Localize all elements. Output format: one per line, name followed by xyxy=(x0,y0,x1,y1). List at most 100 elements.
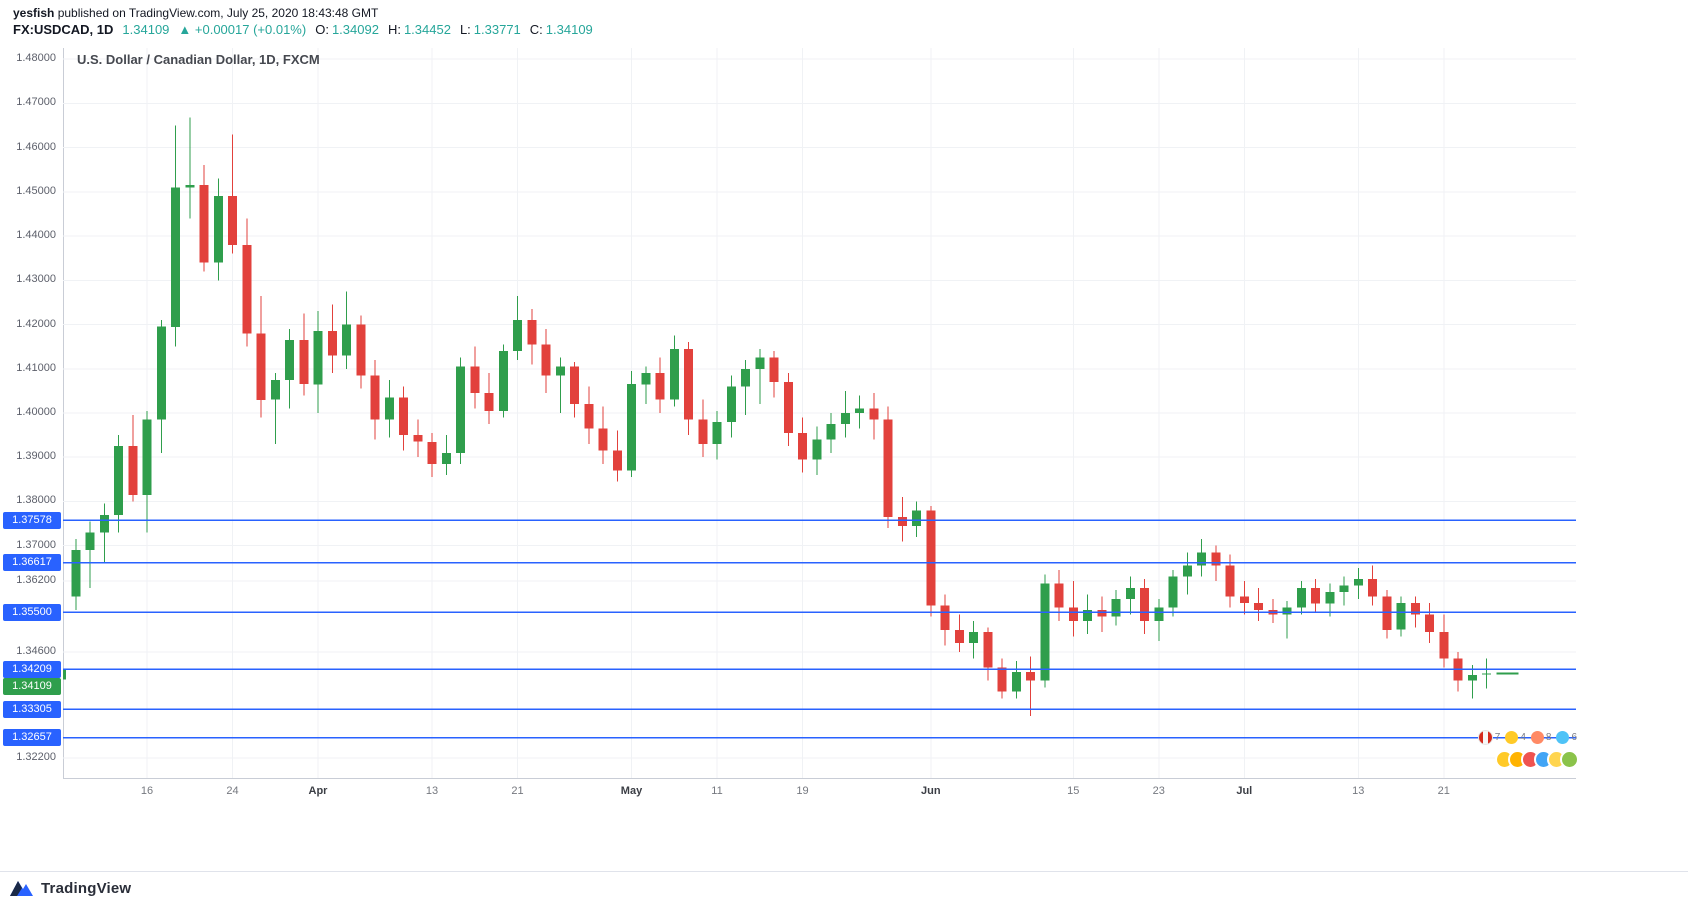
candle-body xyxy=(627,384,636,471)
y-axis-label: 1.37000 xyxy=(16,538,56,551)
reaction-flag-icon[interactable] xyxy=(1477,729,1493,745)
low-label: L: xyxy=(459,22,471,37)
x-axis-label: 13 xyxy=(1352,785,1365,797)
candle-body xyxy=(456,366,465,453)
candle-body xyxy=(783,382,793,433)
candle-body xyxy=(142,419,152,495)
candle-body xyxy=(1325,592,1335,604)
tradingview-logo-icon[interactable] xyxy=(10,876,34,901)
candle-body xyxy=(612,450,622,471)
candle-body xyxy=(1482,673,1491,675)
symbol-name: FX:USDCAD, 1D xyxy=(13,22,114,37)
candle-body xyxy=(969,632,978,644)
last-price-label: 1.34109 xyxy=(3,678,61,696)
level-price-label: 1.35500 xyxy=(3,603,61,621)
candle-body xyxy=(256,333,266,400)
footer: TradingView xyxy=(0,871,1688,904)
x-axis-label: 15 xyxy=(1067,785,1080,797)
reaction-emoji-icon[interactable] xyxy=(1556,730,1570,744)
candle-body xyxy=(1439,632,1449,659)
reaction-count: 7 xyxy=(1494,731,1501,743)
reaction-emoji-icon[interactable] xyxy=(1530,730,1544,744)
candle-body xyxy=(1410,603,1420,615)
x-axis-label: 16 xyxy=(140,785,154,797)
y-axis-label: 1.48000 xyxy=(16,52,56,65)
candle-body xyxy=(1225,565,1235,597)
candle-body xyxy=(1140,587,1149,621)
candle-body xyxy=(156,326,166,420)
candle-body xyxy=(726,386,736,422)
candle-body xyxy=(869,408,879,420)
candle-body xyxy=(1026,671,1035,681)
x-axis-label: 13 xyxy=(425,785,439,797)
candle-body xyxy=(1068,607,1078,621)
publish-text: published on TradingView.com, July 25, 2… xyxy=(54,6,379,20)
low-value: 1.33771 xyxy=(473,22,521,37)
candle-body xyxy=(242,244,252,334)
candle-body xyxy=(498,351,508,411)
x-axis-label: Jul xyxy=(1236,785,1253,797)
price-change: ▲ +0.00017 (+0.01%) xyxy=(178,22,307,37)
level-price-label: 1.32657 xyxy=(3,729,61,747)
close-value: 1.34109 xyxy=(545,22,593,37)
level-price-label: 1.33305 xyxy=(3,700,61,718)
candle-body xyxy=(1467,674,1477,681)
level-price-label: 1.36617 xyxy=(3,554,61,572)
candle-body xyxy=(669,348,679,400)
x-axis-label: May xyxy=(620,785,643,797)
candle-body xyxy=(285,340,294,380)
candle-body xyxy=(698,419,708,444)
candle-body xyxy=(1097,609,1107,617)
chart-title: U.S. Dollar / Canadian Dollar, 1D, FXCM xyxy=(77,52,320,67)
candle-body xyxy=(1111,598,1121,617)
level-price-label: 1.37578 xyxy=(3,511,61,529)
y-axis-label: 1.43000 xyxy=(16,273,56,286)
time-axis: 16 24 Apr 13 21 May 11 19 Jun 15 23 Jul 13 21 xyxy=(63,778,1576,805)
candle-body xyxy=(99,514,109,533)
candle-body xyxy=(1211,552,1221,566)
y-axis-label: 1.42000 xyxy=(16,317,56,330)
y-axis-label: 1.47000 xyxy=(16,96,56,109)
x-axis-label: 23 xyxy=(1152,785,1165,797)
candle-body xyxy=(1040,583,1050,681)
candle-body xyxy=(769,357,779,382)
candle-body xyxy=(299,340,309,385)
candle-body xyxy=(897,517,907,526)
y-axis-label: 1.46000 xyxy=(16,140,56,153)
candle-body xyxy=(441,452,451,464)
candle-body xyxy=(997,667,1007,692)
candle-body xyxy=(598,428,608,451)
candle-body xyxy=(342,324,351,356)
x-axis-label: 21 xyxy=(1437,785,1450,797)
x-axis-label: 24 xyxy=(226,785,239,797)
candle-body xyxy=(641,373,651,385)
candle-body xyxy=(1182,565,1192,577)
level-price-label: 1.34209 xyxy=(3,660,61,678)
candle-body xyxy=(270,379,280,400)
reaction-emoji-icon[interactable] xyxy=(1505,730,1519,744)
candle-body xyxy=(413,435,423,442)
candle-body xyxy=(370,375,380,420)
candle-body xyxy=(484,393,494,411)
chart-canvas[interactable] xyxy=(63,48,1576,778)
candle-body xyxy=(555,366,565,376)
candle-body xyxy=(655,373,665,400)
candle-body xyxy=(63,668,66,680)
candle-body xyxy=(199,185,209,263)
brand-name[interactable]: TradingView xyxy=(41,879,132,897)
y-axis-label: 1.41000 xyxy=(16,361,56,374)
candle-body xyxy=(470,366,480,393)
y-axis-label: 1.44000 xyxy=(16,229,56,242)
header-last-price: 1.34109 xyxy=(122,22,170,37)
candle-body xyxy=(812,439,822,460)
reaction-emoji-icon[interactable] xyxy=(1560,750,1579,769)
y-axis-label: 1.39000 xyxy=(16,450,56,463)
y-axis-label: 1.36200 xyxy=(16,574,56,587)
candle-body xyxy=(826,424,836,440)
candle-body xyxy=(1083,609,1092,621)
candle-body xyxy=(185,185,195,188)
candle-body xyxy=(1368,578,1377,597)
open-label: O: xyxy=(315,22,329,37)
reaction-row: 7 4 8 6 xyxy=(1440,729,1582,745)
candle-body xyxy=(1168,576,1178,608)
